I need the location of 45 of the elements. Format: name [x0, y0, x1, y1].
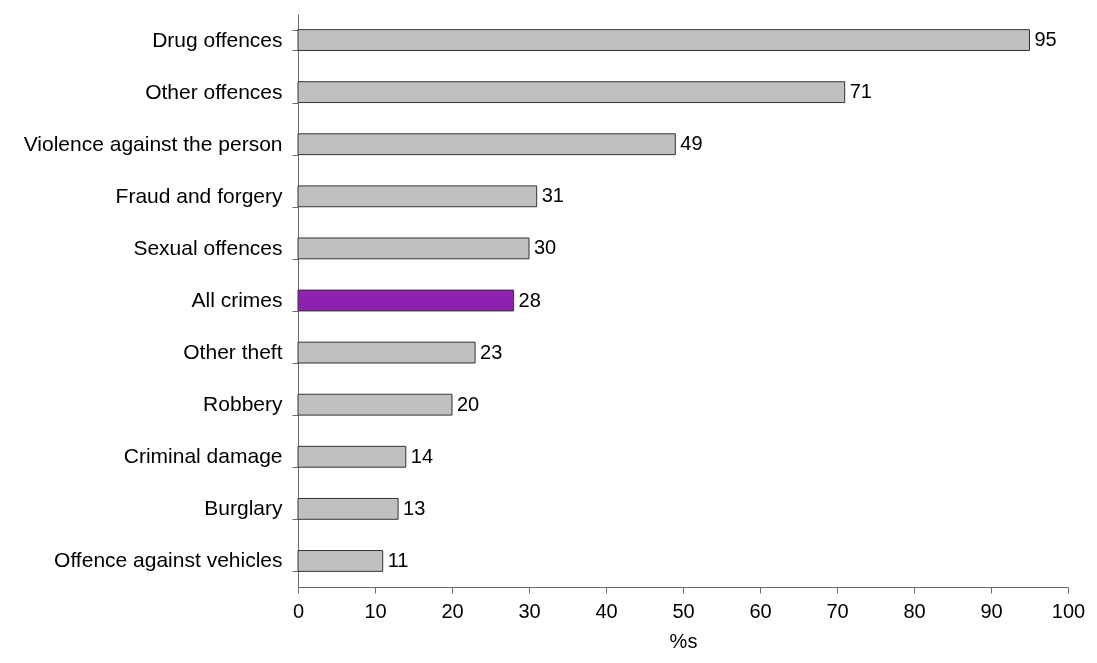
data-label: 31 [541, 184, 564, 207]
bar [297, 185, 538, 208]
y-tick-label: Fraud and forgery [115, 183, 283, 207]
x-tick-label: 50 [672, 599, 695, 622]
bar [297, 237, 530, 260]
bar [297, 550, 384, 572]
bar [297, 393, 453, 416]
bar [297, 497, 399, 520]
x-tick-label: 10 [364, 599, 387, 622]
data-label: 28 [518, 288, 541, 311]
bar [297, 445, 407, 468]
bar [297, 81, 846, 104]
y-tick-label: Other offences [145, 79, 283, 103]
data-label: 71 [849, 80, 872, 103]
bar [297, 29, 1030, 51]
data-label: 20 [457, 392, 480, 415]
x-axis-title: %s [669, 629, 698, 652]
x-tick-label: 80 [903, 599, 926, 622]
y-tick-label: Offence against vehicles [54, 548, 283, 572]
bar [297, 289, 515, 312]
x-tick-label: 100 [1051, 599, 1086, 622]
y-tick-label: Burglary [204, 496, 283, 520]
y-tick-label: Drug offences [152, 27, 283, 51]
x-tick-label: 20 [441, 599, 464, 622]
data-label: 11 [387, 548, 409, 571]
y-tick-label: Sexual offences [133, 235, 283, 259]
x-tick-label: 90 [980, 599, 1003, 622]
y-tick-label: Robbery [203, 392, 283, 416]
bar [297, 133, 676, 156]
data-label: 95 [1034, 28, 1057, 51]
data-label: 30 [534, 236, 557, 259]
data-label: 13 [403, 496, 426, 519]
y-tick-label: Other theft [183, 340, 283, 364]
data-label: 49 [680, 132, 703, 155]
y-tick-label: Criminal damage [123, 444, 283, 468]
bar [297, 341, 476, 364]
y-tick-label: All crimes [191, 288, 283, 311]
y-tick-label: Violence against the person [23, 131, 283, 155]
data-label: 14 [410, 444, 434, 467]
x-tick-label: 0 [292, 599, 305, 622]
x-tick-label: 40 [595, 599, 618, 622]
x-tick-label: 30 [518, 599, 541, 622]
x-tick-label: 60 [749, 599, 772, 622]
data-label: 23 [480, 340, 503, 363]
x-tick-label: 70 [826, 599, 849, 622]
